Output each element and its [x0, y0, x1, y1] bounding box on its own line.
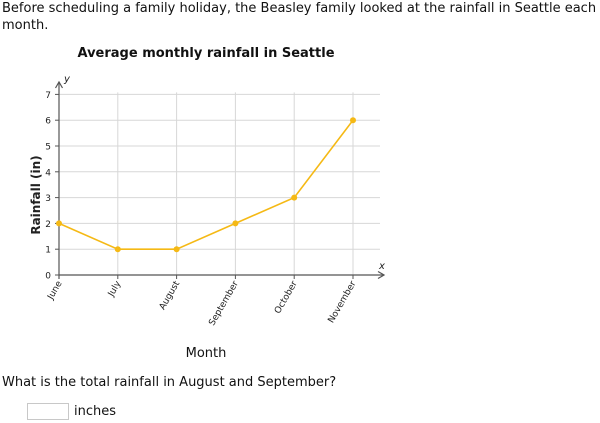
rainfall-chart: Average monthly rainfall in Seattle 0 1 2 3… [0, 40, 600, 370]
data-point [232, 220, 239, 227]
answer-row: inches [27, 403, 116, 420]
x-axis-letter: x [378, 261, 385, 272]
question-text: What is the total rainfall in August and… [2, 375, 337, 390]
answer-input[interactable] [27, 403, 69, 420]
y-axis-arrow [54, 80, 64, 89]
chart-svg: Average monthly rainfall in Seattle 0 1 2 3… [29, 46, 386, 361]
x-tick-label: June [46, 279, 65, 302]
answer-unit-label: inches [74, 404, 117, 419]
data-point [56, 220, 62, 227]
x-axis-arrow [377, 270, 386, 280]
x-axis-title: Month [186, 346, 227, 361]
x-tick-label: July [106, 279, 124, 299]
series-line [58, 119, 354, 250]
rainfall-series [56, 117, 356, 253]
x-tick-label: October [273, 279, 300, 315]
intro-text: Before scheduling a family holiday, the … [2, 1, 597, 33]
x-tick-label: September [207, 279, 241, 327]
tick-labels: 0 1 2 3 4 5 6 7 June July August September October No… [45, 91, 358, 328]
y-tick-label: 1 [45, 246, 51, 256]
data-point [173, 246, 180, 253]
y-tick-label: 6 [45, 117, 51, 127]
y-tick-label: 2 [45, 220, 51, 230]
grid [59, 92, 380, 275]
y-tick-label: 3 [45, 194, 51, 204]
y-axis-letter: y [63, 74, 71, 85]
data-point [114, 246, 121, 253]
y-axis-title: Rainfall (in) [29, 155, 43, 234]
y-tick-label: 4 [45, 168, 51, 178]
data-point [291, 194, 298, 201]
y-tick-label: 5 [45, 143, 51, 153]
x-tick-label: August [158, 279, 183, 312]
y-tick-label: 0 [45, 272, 51, 282]
axes [54, 80, 386, 280]
data-point [350, 117, 356, 124]
y-tick-label: 7 [45, 91, 51, 101]
x-tick-label: November [327, 279, 359, 325]
chart-title: Average monthly rainfall in Seattle [77, 46, 334, 61]
